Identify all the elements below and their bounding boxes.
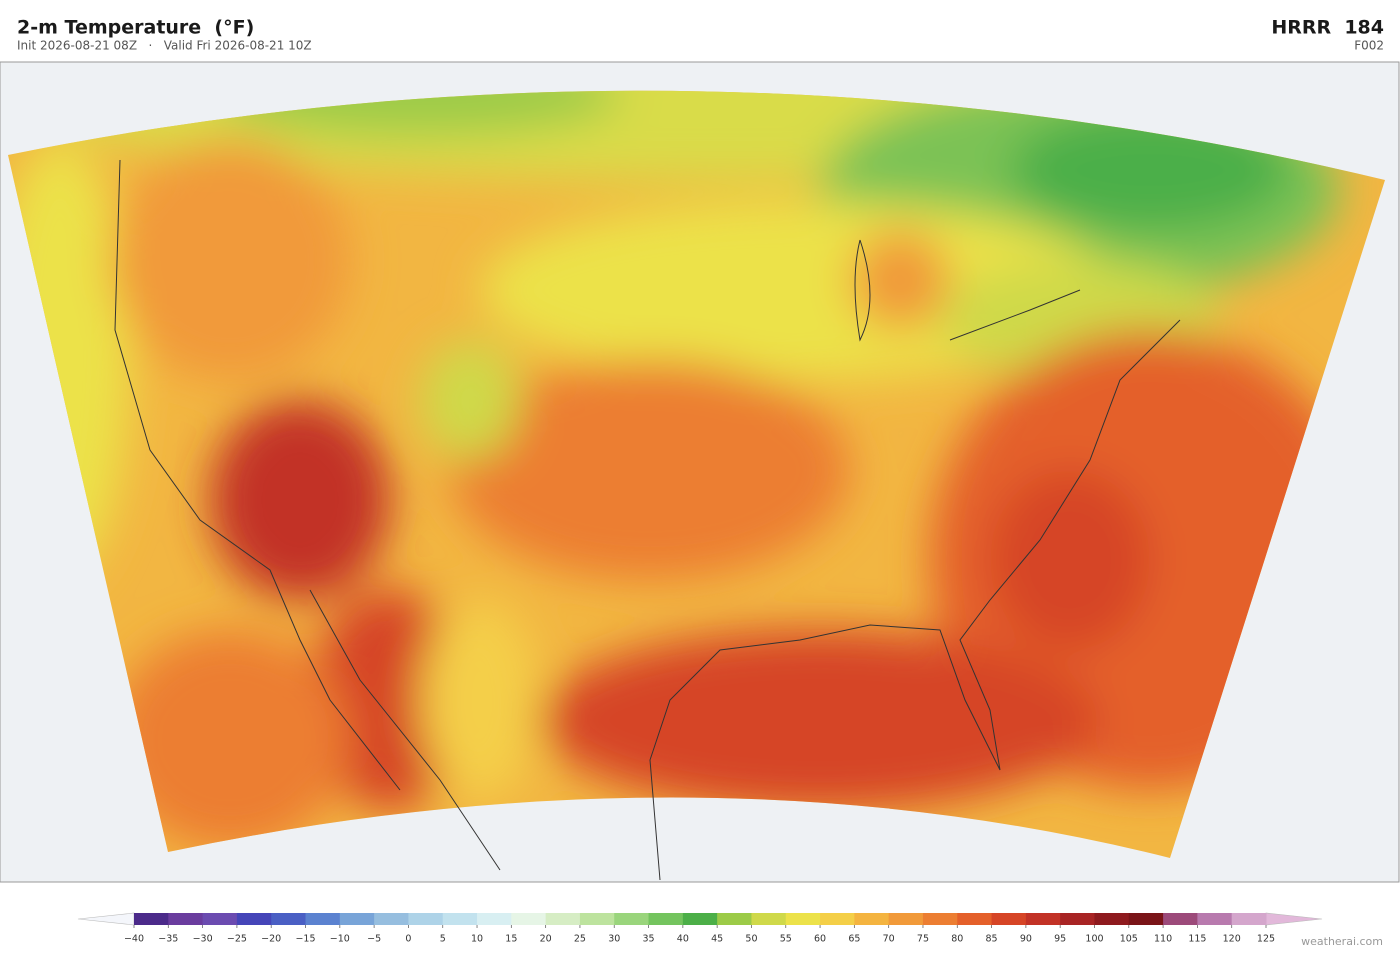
- colorbar-segment: [374, 913, 409, 925]
- colorbar-tick-label: 0: [405, 934, 411, 945]
- colorbar-tick-label: −15: [295, 934, 315, 945]
- colorbar-tick-label: 60: [814, 934, 826, 945]
- colorbar-tick-label: 100: [1085, 934, 1103, 945]
- colorbar-tick-label: −25: [227, 934, 247, 945]
- colorbar-tick-label: 15: [505, 934, 517, 945]
- colorbar-segment: [682, 913, 718, 925]
- colorbar-tick-label: −40: [124, 934, 144, 945]
- colorbar-tick-label: 80: [951, 934, 963, 945]
- colorbar-segment: [511, 913, 547, 925]
- colorbar-segment: [339, 913, 375, 925]
- colorbar-segment: [1025, 913, 1061, 925]
- watermark: weatherai.com: [1301, 935, 1383, 948]
- colorbar-tick-label: −20: [261, 934, 281, 945]
- colorbar-segment: [717, 913, 752, 925]
- colorbar-tick-label: 125: [1257, 934, 1275, 945]
- colorbar-tick-label: 90: [1020, 934, 1032, 945]
- colorbar-tick-label: 35: [642, 934, 654, 945]
- colorbar-tick-label: 65: [848, 934, 860, 945]
- colorbar-segment: [1231, 913, 1267, 925]
- colorbar-tick-label: 10: [471, 934, 483, 945]
- colorbar-tick-label: −30: [193, 934, 213, 945]
- colorbar-segment: [991, 913, 1027, 925]
- subtitle: Init 2026-08-21 08Z · Valid Fri 2026-08-…: [17, 39, 312, 53]
- colorbar-segment: [477, 913, 512, 925]
- colorbar-tick-label: 110: [1154, 934, 1172, 945]
- colorbar-segment: [579, 913, 615, 925]
- model-label: HRRR 184: [1271, 17, 1384, 39]
- colorbar-under: [77, 912, 135, 926]
- colorbar-tick-label: −35: [158, 934, 178, 945]
- colorbar-tick-label: 95: [1054, 934, 1066, 945]
- colorbar-segment: [1128, 913, 1164, 925]
- colorbar-tick-label: 5: [440, 934, 446, 945]
- colorbar-segment: [751, 913, 787, 925]
- colorbar-segment: [1163, 913, 1198, 925]
- title: 2-m Temperature (°F): [17, 17, 254, 39]
- colorbar-segment: [1094, 913, 1130, 925]
- forecast-hour: F002: [1354, 39, 1384, 53]
- colorbar-tick-label: 75: [917, 934, 929, 945]
- colorbar-tick-label: 120: [1223, 934, 1241, 945]
- colorbar-segment: [820, 913, 855, 925]
- colorbar-segment: [614, 913, 650, 925]
- colorbar-segment: [134, 913, 169, 925]
- colorbar-segment: [442, 913, 478, 925]
- colorbar-tick-label: 55: [780, 934, 792, 945]
- colorbar-segment: [922, 913, 958, 925]
- colorbar-segment: [854, 913, 890, 925]
- colorbar-tick-label: 45: [711, 934, 723, 945]
- colorbar-tick-label: −10: [330, 934, 350, 945]
- colorbar-tick-label: 25: [574, 934, 586, 945]
- coastlines: [114, 159, 1181, 881]
- colorbar-segment: [785, 913, 821, 925]
- colorbar: −40 −35 −30 −25 −20 −15 −10 −5 0 5 10 15 20 25 30 35 40 4…: [77, 912, 1323, 945]
- colorbar-segment: [957, 913, 993, 925]
- colorbar-segment: [408, 913, 444, 925]
- colorbar-tick-label: 115: [1188, 934, 1206, 945]
- colorbar-tick-label: 20: [540, 934, 552, 945]
- colorbar-segment: [271, 913, 307, 925]
- colorbar-segment: [236, 913, 272, 925]
- colorbar-segment: [648, 913, 684, 925]
- colorbar-tick-label: 50: [745, 934, 757, 945]
- colorbar-tick-label: 40: [677, 934, 689, 945]
- map: [0, 61, 1400, 883]
- colorbar-segment: [1060, 913, 1095, 925]
- temperature-field: [8, 90, 1385, 858]
- colorbar-segment: [202, 913, 238, 925]
- colorbar-segment: [888, 913, 924, 925]
- colorbar-tick-label: 30: [608, 934, 620, 945]
- colorbar-segment: [545, 913, 581, 925]
- colorbar-tick-label: 105: [1120, 934, 1138, 945]
- colorbar-tick-label: 70: [883, 934, 895, 945]
- colorbar-segment: [1197, 913, 1233, 925]
- colorbar-segment: [305, 913, 341, 925]
- colorbar-tick-label: −5: [367, 934, 381, 945]
- colorbar-segment: [168, 913, 204, 925]
- colorbar-tick-label: 85: [986, 934, 998, 945]
- colorbar-over: [1265, 912, 1323, 926]
